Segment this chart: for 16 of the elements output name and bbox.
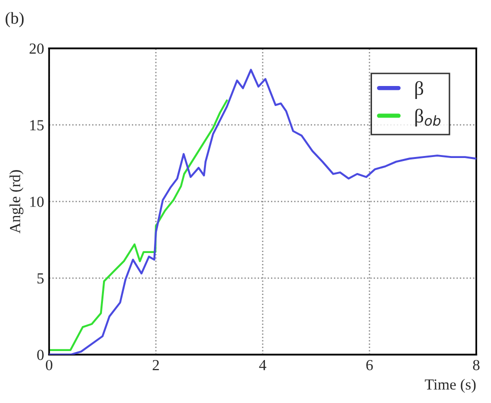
text: (b)	[6, 12, 24, 28]
x-axis-title: Time (s)	[424, 378, 476, 393]
line-series	[49, 99, 228, 352]
x-tick-label: 4	[259, 360, 266, 370]
y-tick-label: 10	[30, 196, 44, 207]
x-tick-label: 0	[46, 360, 52, 370]
y-tick-label: 0	[37, 350, 44, 360]
y-axis-title: Angle (rd)	[10, 170, 24, 234]
x-tick-label: 6	[366, 360, 373, 370]
legend-label: β$_{ob}$	[415, 108, 440, 127]
legend-label: β	[415, 81, 424, 100]
x-tick-label: 8	[473, 360, 480, 370]
y-tick-label: 20	[30, 44, 44, 54]
y-tick-label: 15	[30, 120, 44, 130]
x-tick-label: 2	[152, 360, 159, 370]
y-tick-label: 5	[37, 273, 44, 284]
